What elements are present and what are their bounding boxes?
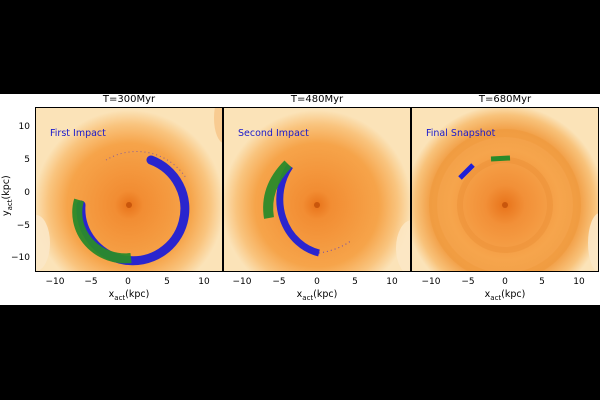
panel-1-title: T=300Myr: [102, 94, 156, 105]
x-axis-label-unit: (kpc): [125, 289, 150, 300]
panel-3-label: Final Snapshot: [426, 128, 496, 139]
x-tick: 0: [502, 277, 508, 287]
panel-1-image: [36, 108, 222, 271]
x-axis-label-main: x: [484, 289, 491, 300]
x-tick: −5: [272, 277, 286, 287]
figure: yact(kpc) 10 5 0 −5 −10 T=300Myr: [0, 94, 600, 305]
x-tick: 0: [125, 277, 131, 287]
x-tick: 0: [314, 277, 320, 287]
x-axis-label-2: xact(kpc): [297, 289, 338, 302]
x-axis-label-sub: act: [302, 293, 314, 302]
x-tick: −10: [45, 277, 65, 287]
y-tick: 10: [18, 122, 30, 132]
y-tick: 5: [24, 155, 30, 165]
panel-2-image: [224, 108, 410, 271]
panel-2-title: T=480Myr: [290, 94, 344, 105]
y-axis-label-sub: act: [5, 199, 14, 211]
panel-1: First Impact: [35, 107, 223, 272]
x-tick: 5: [539, 277, 545, 287]
panel-2: Second Impact: [223, 107, 411, 272]
x-tick: 5: [352, 277, 358, 287]
x-tick: 10: [198, 277, 210, 287]
x-tick: −10: [421, 277, 441, 287]
panel-2-label: Second Impact: [238, 128, 309, 139]
y-axis-label-main: y: [1, 210, 12, 216]
x-tick: 10: [573, 277, 585, 287]
x-axis-label-unit: (kpc): [501, 289, 526, 300]
y-tick: −5: [16, 221, 30, 231]
x-axis-label-main: x: [108, 289, 115, 300]
x-tick: −5: [84, 277, 98, 287]
panel-3-title: T=680Myr: [478, 94, 532, 105]
x-axis-label-3: xact(kpc): [485, 289, 526, 302]
panel-3: Final Snapshot: [411, 107, 599, 272]
x-tick: 5: [164, 277, 170, 287]
x-tick: 10: [386, 277, 398, 287]
x-axis-label-1: xact(kpc): [109, 289, 150, 302]
panel-3-image: [412, 108, 598, 271]
x-axis-label-sub: act: [490, 293, 502, 302]
y-tick: 0: [24, 188, 30, 198]
panel-1-label: First Impact: [50, 128, 106, 139]
y-tick: −10: [11, 253, 30, 263]
x-tick: −5: [461, 277, 475, 287]
x-tick: −10: [232, 277, 252, 287]
x-axis-label-unit: (kpc): [313, 289, 338, 300]
x-axis-label-main: x: [296, 289, 303, 300]
x-axis-label-sub: act: [114, 293, 126, 302]
